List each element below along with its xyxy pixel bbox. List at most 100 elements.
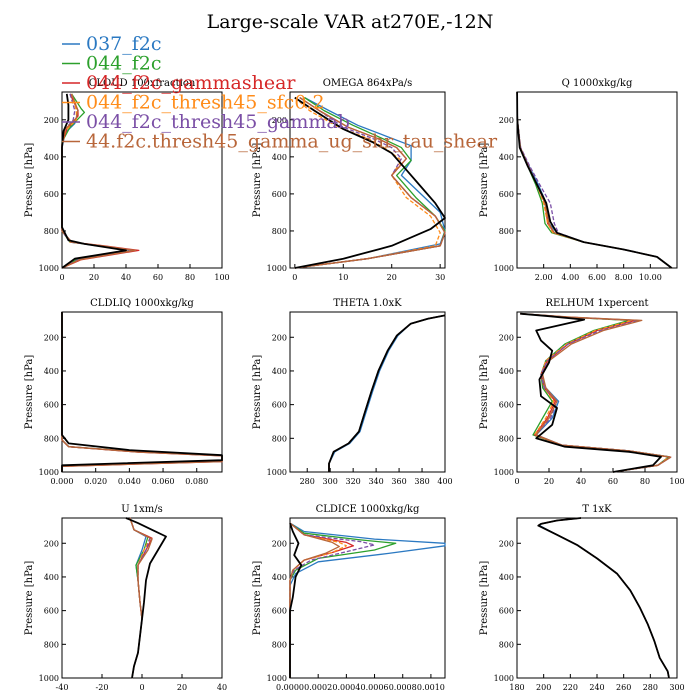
y-axis-label: Pressure [hPa] bbox=[479, 561, 490, 636]
series-line bbox=[129, 517, 153, 679]
series-line bbox=[289, 522, 376, 678]
x-tick-label: 0.000 bbox=[51, 477, 74, 486]
y-tick-label: 200 bbox=[272, 116, 287, 125]
y-tick-label: 1000 bbox=[39, 468, 59, 477]
series-line bbox=[539, 517, 670, 679]
x-tick-label: 0.0000 bbox=[276, 683, 304, 692]
series-line bbox=[289, 522, 397, 678]
y-tick-label: 600 bbox=[44, 401, 59, 410]
y-tick-label: 600 bbox=[44, 607, 59, 616]
x-tick-label: 0.060 bbox=[152, 477, 175, 486]
y-tick-label: 800 bbox=[272, 434, 287, 443]
x-tick-label: 30 bbox=[435, 273, 445, 282]
y-axis-label: Pressure [hPa] bbox=[252, 143, 263, 218]
x-tick-label: 60 bbox=[153, 273, 163, 282]
x-tick-label: 300 bbox=[669, 683, 684, 692]
y-tick-label: 600 bbox=[272, 607, 287, 616]
x-tick-label: 280 bbox=[300, 477, 315, 486]
series-line bbox=[516, 91, 673, 269]
series-line bbox=[61, 312, 223, 472]
series-line bbox=[516, 91, 673, 269]
y-tick-label: 600 bbox=[499, 401, 514, 410]
series-line bbox=[289, 522, 340, 678]
x-tick-label: 0.0002 bbox=[304, 683, 332, 692]
x-tick-label: 400 bbox=[437, 477, 452, 486]
x-tick-label: -40 bbox=[56, 683, 69, 692]
x-tick-label: 0 bbox=[514, 477, 519, 486]
y-tick-label: 1000 bbox=[494, 468, 514, 477]
x-tick-label: 2.00 bbox=[535, 273, 553, 282]
y-tick-label: 1000 bbox=[267, 264, 287, 273]
y-tick-label: 600 bbox=[499, 607, 514, 616]
series-line bbox=[537, 517, 670, 679]
y-tick-label: 600 bbox=[272, 190, 287, 199]
x-tick-label: 60 bbox=[608, 477, 618, 486]
x-tick-label: 360 bbox=[391, 477, 406, 486]
panel-title: Q 1000xkg/kg bbox=[562, 78, 633, 89]
legend-label: 044_f2c_thresh45_sfc0.2 bbox=[86, 92, 325, 114]
y-axis-label: Pressure [hPa] bbox=[252, 561, 263, 636]
x-tick-label: 380 bbox=[414, 477, 429, 486]
panel-title: T 1xK bbox=[582, 504, 612, 515]
legend-label: 044_f2c_thresh45_gammab bbox=[86, 111, 350, 133]
series-line bbox=[289, 522, 303, 678]
panel-title: THETA 1.0xK bbox=[333, 298, 402, 309]
legend: 037_f2c044_f2c044_f2c_gammashear044_f2c_… bbox=[62, 33, 498, 153]
panel-5: THETA 1.0xK Pressure [hPa] 200 400 600 800 100… bbox=[252, 298, 453, 486]
x-tick-label: 20 bbox=[544, 477, 554, 486]
y-tick-label: 800 bbox=[44, 227, 59, 236]
series-line bbox=[294, 96, 446, 269]
x-tick-label: 20 bbox=[89, 273, 99, 282]
x-tick-label: 260 bbox=[616, 683, 631, 692]
panel-8: CLDICE 1000xkg/kg Pressure [hPa] 200 400 600… bbox=[252, 504, 446, 692]
series-line bbox=[129, 517, 153, 679]
series-line bbox=[328, 314, 446, 472]
y-tick-label: 800 bbox=[499, 640, 514, 649]
series-line bbox=[537, 517, 670, 679]
y-tick-label: 400 bbox=[272, 573, 287, 582]
series-line bbox=[328, 314, 446, 472]
y-axis-label: Pressure [hPa] bbox=[24, 143, 35, 218]
y-tick-label: 400 bbox=[272, 153, 287, 162]
y-tick-label: 800 bbox=[44, 434, 59, 443]
y-tick-label: 800 bbox=[499, 434, 514, 443]
plot-frame bbox=[516, 311, 678, 473]
x-tick-label: 20 bbox=[177, 683, 187, 692]
series-line bbox=[289, 522, 446, 678]
x-tick-label: 0.080 bbox=[185, 477, 208, 486]
y-axis-label: Pressure [hPa] bbox=[479, 143, 490, 218]
x-tick-label: 300 bbox=[323, 477, 338, 486]
x-tick-label: 0.0004 bbox=[332, 683, 360, 692]
plot-frame bbox=[289, 311, 446, 473]
x-tick-label: 0 bbox=[292, 273, 297, 282]
x-tick-label: 0.0008 bbox=[389, 683, 417, 692]
x-tick-label: 220 bbox=[563, 683, 578, 692]
x-tick-label: 10.00 bbox=[639, 273, 662, 282]
panel-title: U 1xm/s bbox=[121, 504, 163, 515]
series-line bbox=[516, 91, 673, 269]
y-axis-label: Pressure [hPa] bbox=[252, 355, 263, 430]
y-tick-label: 1000 bbox=[494, 264, 514, 273]
plot-frame bbox=[289, 91, 446, 269]
panel-title: CLDLIQ 1000xkg/kg bbox=[90, 298, 194, 309]
panel-title: RELHUM 1xpercent bbox=[545, 298, 648, 309]
y-tick-label: 200 bbox=[44, 333, 59, 342]
y-tick-label: 200 bbox=[499, 333, 514, 342]
y-tick-label: 400 bbox=[499, 153, 514, 162]
x-tick-label: 280 bbox=[643, 683, 658, 692]
y-tick-label: 1000 bbox=[267, 674, 287, 683]
plot-frame bbox=[516, 91, 678, 269]
x-tick-label: 6.00 bbox=[588, 273, 606, 282]
y-axis-label: Pressure [hPa] bbox=[24, 355, 35, 430]
legend-label: 037_f2c bbox=[86, 33, 162, 55]
y-tick-label: 1000 bbox=[39, 674, 59, 683]
y-axis-label: Pressure [hPa] bbox=[479, 355, 490, 430]
x-tick-label: 80 bbox=[185, 273, 195, 282]
panel-3: Q 1000xkg/kg Pressure [hPa] 200 400 600 800 10… bbox=[479, 78, 678, 282]
panel-title: CLDICE 1000xkg/kg bbox=[316, 504, 420, 515]
y-tick-label: 400 bbox=[44, 153, 59, 162]
series-line bbox=[328, 314, 446, 472]
